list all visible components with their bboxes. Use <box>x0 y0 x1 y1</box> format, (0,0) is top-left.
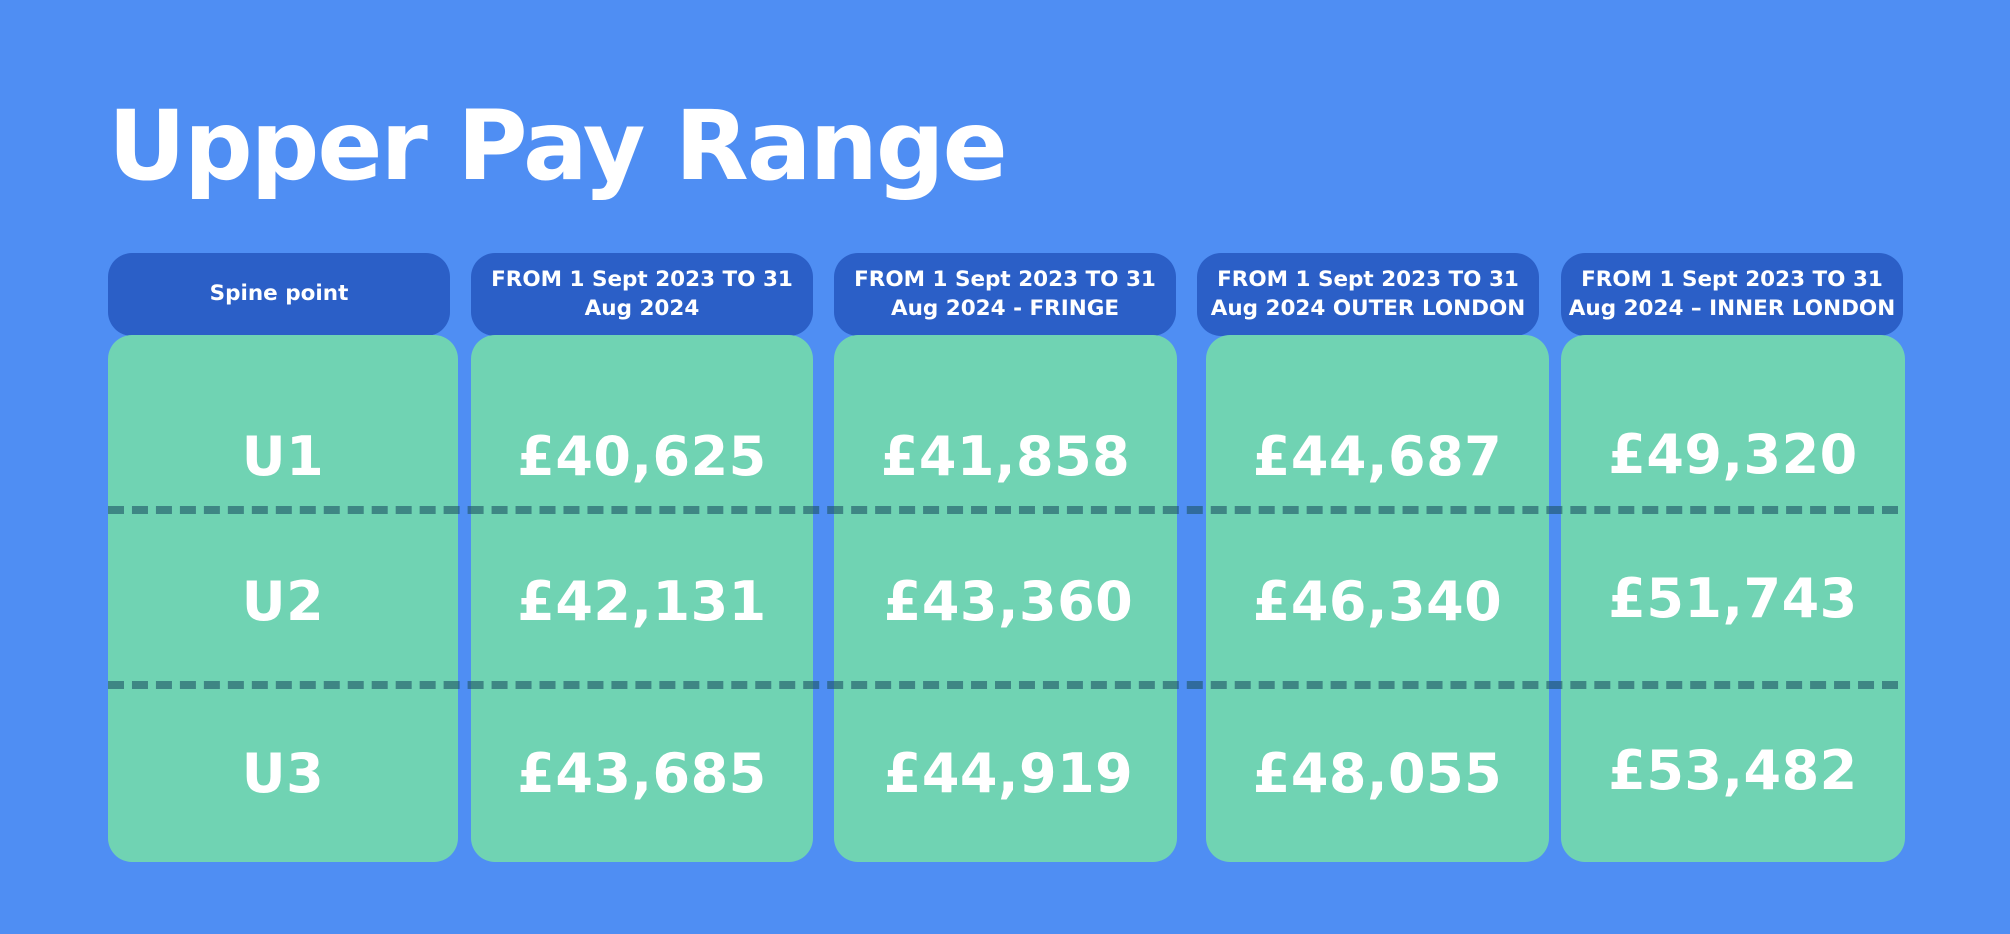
column-outer-london: £44,687 £46,340 £48,055 <box>1206 335 1549 862</box>
column-spine-point: U1 U2 U3 <box>108 335 458 862</box>
cell-u1-fringe: £41,858 <box>880 424 1131 488</box>
column-header-standard: FROM 1 Sept 2023 TO 31 Aug 2024 <box>471 253 813 336</box>
cell-u1-standard: £40,625 <box>517 424 767 488</box>
column-standard: £40,625 £42,131 £43,685 <box>471 335 813 862</box>
column-header-inner-london: FROM 1 Sept 2023 TO 31 Aug 2024 – INNER … <box>1561 253 1903 336</box>
column-header-outer-london: FROM 1 Sept 2023 TO 31 Aug 2024 OUTER LO… <box>1197 253 1539 336</box>
cell-u2-spine-point: U2 <box>241 569 325 633</box>
cell-u3-standard: £43,685 <box>517 741 767 805</box>
column-header-spine-point: Spine point <box>108 253 450 336</box>
cell-u3-spine-point: U3 <box>241 741 325 805</box>
cell-u1-spine-point: U1 <box>241 424 325 488</box>
cell-u1-inner-london: £49,320 <box>1608 422 1858 486</box>
cell-u1-outer-london: £44,687 <box>1252 424 1503 488</box>
cell-u2-fringe: £43,360 <box>883 569 1134 633</box>
row-divider <box>108 681 1898 689</box>
cell-u2-outer-london: £46,340 <box>1252 569 1503 633</box>
row-divider <box>108 506 1898 514</box>
column-fringe: £41,858 £43,360 £44,919 <box>834 335 1177 862</box>
page-title: Upper Pay Range <box>108 90 1008 202</box>
cell-u2-inner-london: £51,743 <box>1608 566 1858 630</box>
cell-u3-fringe: £44,919 <box>883 741 1134 805</box>
cell-u3-inner-london: £53,482 <box>1608 738 1858 802</box>
cell-u2-standard: £42,131 <box>517 569 767 633</box>
cell-u3-outer-london: £48,055 <box>1252 741 1503 805</box>
column-inner-london: £49,320 £51,743 £53,482 <box>1561 335 1905 862</box>
column-header-fringe: FROM 1 Sept 2023 TO 31 Aug 2024 - FRINGE <box>834 253 1176 336</box>
